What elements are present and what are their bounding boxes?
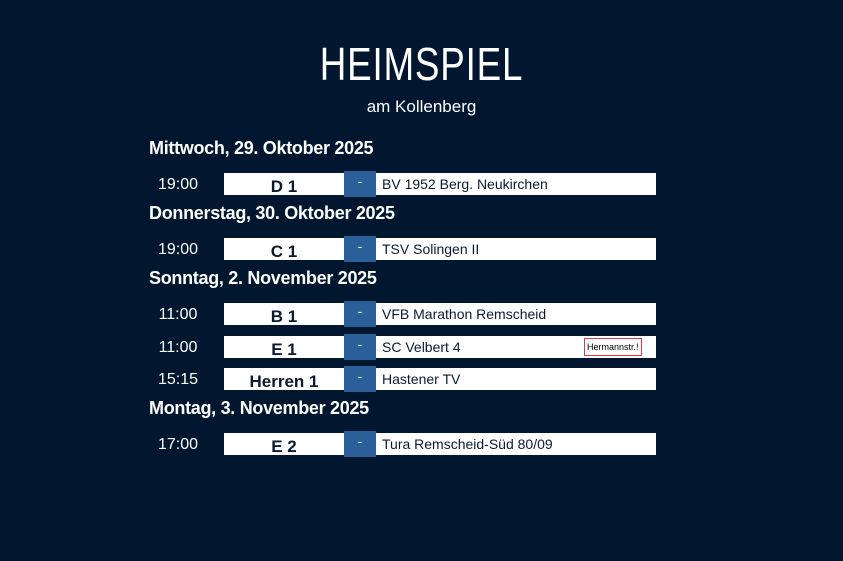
- separator: -: [344, 366, 376, 392]
- team-label: B 1: [270, 307, 298, 326]
- team-label: C 1: [270, 242, 298, 261]
- game-time: 11:00: [158, 306, 198, 323]
- game-row: 17:00 E 2 - Tura Remscheid-Süd 80/09: [0, 431, 843, 457]
- page-subtitle: am Kollenberg: [366, 97, 477, 116]
- game-time: 19:00: [157, 176, 199, 193]
- day-heading: Montag, 3. November 2025: [149, 398, 369, 418]
- opponent-label: VFB Marathon Remscheid: [382, 306, 547, 322]
- day-heading: Mittwoch, 29. Oktober 2025: [149, 138, 374, 158]
- game-row: 19:00 D 1 - BV 1952 Berg. Neukirchen: [0, 171, 843, 197]
- team-label: D 1: [270, 177, 298, 196]
- separator: -: [344, 171, 376, 197]
- location-note: Hermannstr.!: [584, 338, 642, 356]
- opponent-label: SC Velbert 4: [382, 339, 461, 355]
- game-row: 11:00 B 1 - VFB Marathon Remscheid: [0, 301, 843, 327]
- team-label: E 2: [271, 437, 297, 456]
- separator: -: [344, 236, 376, 262]
- page-title: HEIMSPIEL: [319, 38, 524, 90]
- game-row: 19:00 C 1 - TSV Solingen II: [0, 236, 843, 262]
- game-bar: [224, 238, 656, 260]
- game-bar: [224, 368, 656, 390]
- game-time: 17:00: [157, 436, 199, 453]
- team-label: Herren 1: [249, 372, 319, 391]
- game-time: 15:15: [157, 371, 199, 388]
- opponent-label: Hastener TV: [382, 371, 461, 387]
- opponent-label: BV 1952 Berg. Neukirchen: [382, 176, 548, 192]
- day-heading: Sonntag, 2. November 2025: [149, 268, 377, 288]
- game-row: 15:15 Herren 1 - Hastener TV: [0, 366, 843, 392]
- game-bar: [224, 173, 656, 195]
- separator: -: [344, 334, 376, 360]
- separator: -: [344, 301, 376, 327]
- day-heading: Donnerstag, 30. Oktober 2025: [149, 203, 395, 223]
- opponent-label: TSV Solingen II: [382, 241, 480, 257]
- game-bar: [224, 336, 656, 358]
- game-bar: [224, 433, 656, 455]
- team-label: E 1: [271, 340, 297, 359]
- separator: -: [344, 431, 376, 457]
- game-row: 11:00 E 1 - SC Velbert 4 Hermannstr.!: [0, 334, 843, 360]
- game-bar: [224, 303, 656, 325]
- opponent-label: Tura Remscheid-Süd 80/09: [382, 436, 553, 452]
- game-time: 11:00: [158, 339, 198, 356]
- game-time: 19:00: [157, 241, 199, 258]
